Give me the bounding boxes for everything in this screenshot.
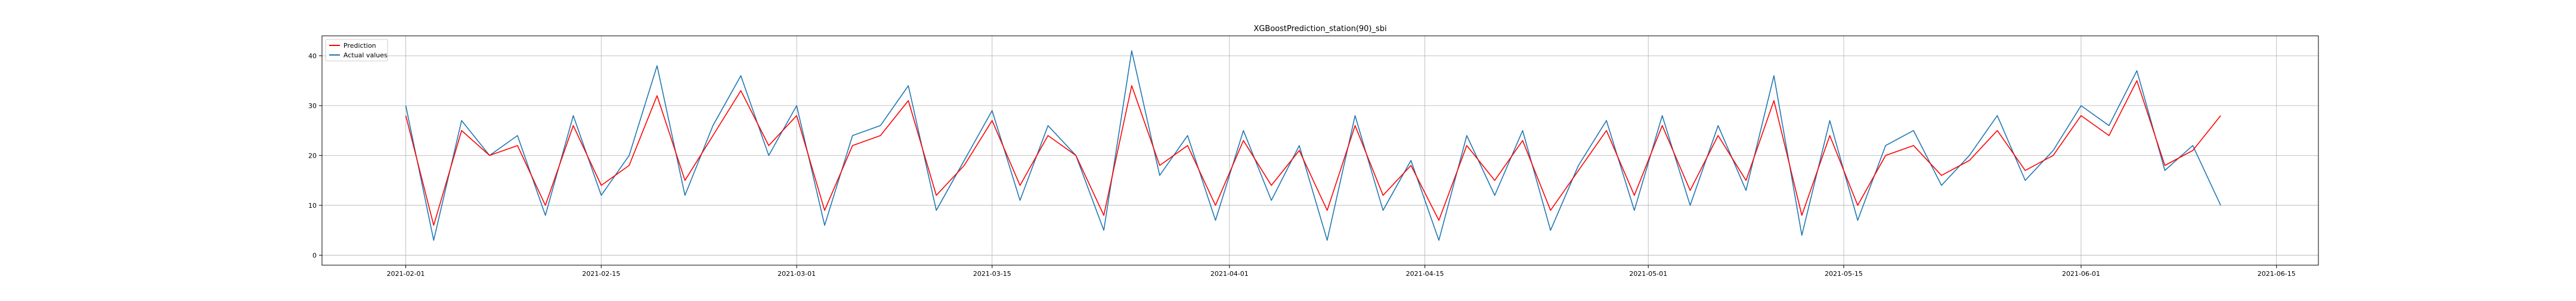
x-tick-label: 2021-06-15 [2258, 270, 2296, 278]
series-line-prediction [405, 80, 2221, 226]
legend: Prediction Actual values [325, 39, 388, 62]
x-tick-label: 2021-06-01 [2062, 270, 2100, 278]
grid-lines [322, 36, 2318, 265]
x-tick-label: 2021-02-01 [387, 270, 425, 278]
series-line-actual-values [405, 50, 2221, 241]
legend-label-actual: Actual values [343, 51, 388, 59]
y-tick-label: 10 [308, 202, 317, 210]
plot-area [322, 36, 2318, 265]
y-tick-label: 0 [312, 251, 317, 259]
x-tick-label: 2021-03-01 [778, 270, 816, 278]
x-tick-label: 2021-05-15 [1825, 270, 1863, 278]
plot-frame [321, 35, 2319, 266]
x-tick-label: 2021-05-01 [1629, 270, 1667, 278]
x-tick-label: 2021-04-01 [1210, 270, 1249, 278]
x-tick-label: 2021-03-15 [973, 270, 1011, 278]
legend-label-prediction: Prediction [343, 42, 376, 50]
x-tick-label: 2021-02-15 [582, 270, 620, 278]
legend-box [325, 39, 388, 62]
x-tick-label: 2021-04-15 [1406, 270, 1444, 278]
chart-title: XGBoostPrediction_station(90)_sbi [1253, 24, 1386, 33]
y-tick-label: 40 [308, 52, 317, 60]
series-lines [405, 50, 2221, 241]
x-axis: 2021-02-01 2021-02-15 2021-03-01 2021-03-15… [387, 265, 2296, 278]
y-axis: 0 10 20 30 40 [308, 52, 322, 259]
y-tick-label: 20 [308, 152, 317, 159]
y-tick-label: 30 [308, 102, 317, 110]
